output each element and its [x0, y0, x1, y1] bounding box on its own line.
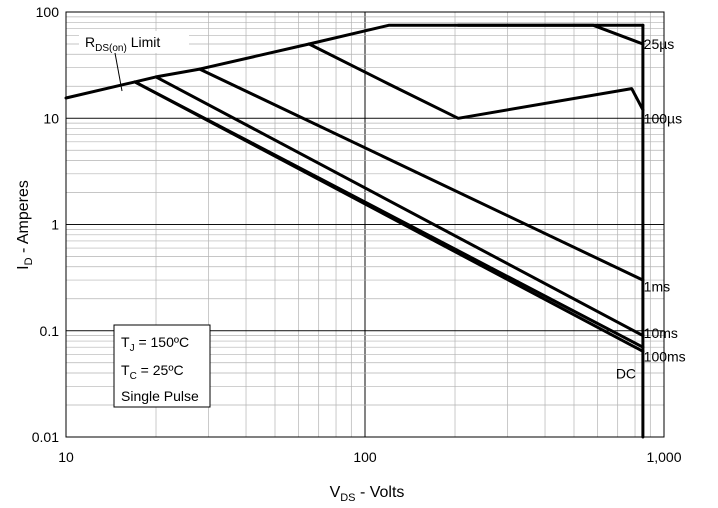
rds-limit-annotation: RDS(on) Limit: [79, 31, 189, 92]
y-tick-label: 10: [43, 110, 59, 126]
curve-25-s: [456, 23, 645, 46]
series-label: 10ms: [644, 325, 678, 341]
x-tick-label: 100: [353, 449, 377, 465]
series-label: 1ms: [644, 279, 670, 295]
curve-100-s: [307, 42, 645, 120]
series-label: 100ms: [644, 349, 686, 365]
series-labels: 25µs 100µs 1ms 10ms 100ms DC: [616, 36, 686, 382]
rds-limit-label: RDS(on) Limit: [85, 34, 160, 54]
pulse-condition: Single Pulse: [121, 388, 199, 404]
x-tick-label: 10: [58, 449, 74, 465]
curve-dc: [133, 80, 645, 353]
tc-condition: TC = 25ºC: [121, 362, 184, 382]
curves: [64, 23, 645, 439]
plot-frame: [65, 11, 665, 438]
series-label: DC: [616, 366, 636, 382]
y-tick-label: 0.01: [32, 429, 59, 445]
grid: [65, 11, 665, 438]
y-tick-label: 1: [51, 217, 59, 233]
tick-labels: 10 100 1,000 100 10 1 0.1 0.01: [32, 4, 682, 465]
tj-condition: TJ = 150ºC: [121, 334, 189, 354]
series-label: 100µs: [644, 110, 682, 126]
rds-limit-leader: [114, 52, 123, 92]
series-label: 25µs: [644, 36, 675, 52]
y-tick-label: 0.1: [40, 323, 60, 339]
conditions-box: TJ = 150ºC TC = 25ºC Single Pulse: [113, 324, 211, 408]
curve-1ms: [198, 67, 645, 282]
x-tick-label: 1,000: [646, 449, 681, 465]
y-tick-label: 100: [36, 4, 60, 20]
x-axis-title: VDS - Volts: [330, 484, 405, 504]
y-axis-title: ID - Amperes: [15, 180, 35, 270]
curve-10ms: [154, 75, 645, 338]
